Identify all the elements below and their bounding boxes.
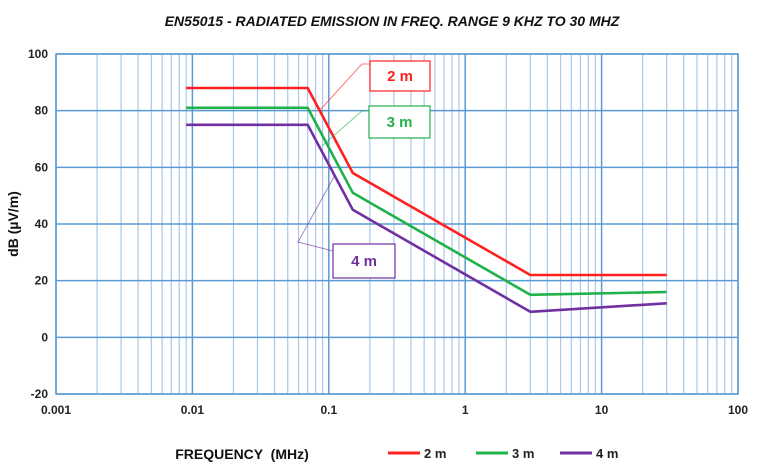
- series-line-3m: [186, 106, 667, 297]
- y-tick-label: 0: [41, 330, 48, 344]
- series-line-2m: [186, 86, 667, 277]
- callout-label: 4 m: [351, 253, 377, 270]
- tick-labels: -20 0 20 40 60 80 100 0.001 0.01 0.1 1 10 100: [28, 47, 748, 417]
- legend-label: 4 m: [596, 446, 618, 461]
- callout-leader: [321, 110, 369, 147]
- series-line-4m: [186, 123, 667, 314]
- grid: [55, 53, 739, 395]
- callout-box: [332, 243, 396, 279]
- y-tick-label: 20: [35, 274, 49, 288]
- series-lines: [186, 86, 667, 314]
- x-tick-label: 1: [462, 403, 469, 417]
- callouts: 2 m 3 m 4 m: [297, 60, 431, 279]
- legend-label: 2 m: [424, 446, 446, 461]
- y-tick-label: 80: [35, 104, 49, 118]
- y-tick-label: 40: [35, 217, 49, 231]
- x-tick-label: 10: [595, 403, 609, 417]
- y-axis-label: dB (µV/m): [5, 191, 21, 257]
- x-axis-label: FREQUENCY (MHz): [175, 446, 309, 462]
- x-tick-label: 100: [728, 403, 748, 417]
- callout-box: [368, 105, 431, 139]
- legend-label: 3 m: [512, 446, 534, 461]
- callout-label: 3 m: [387, 114, 413, 131]
- y-tick-label: 60: [35, 160, 49, 174]
- callout-box: [369, 60, 431, 92]
- chart-title: EN55015 - RADIATED EMISSION IN FREQ. RAN…: [165, 13, 620, 29]
- y-tick-label: 100: [28, 47, 48, 61]
- x-tick-label: 0.01: [181, 403, 205, 417]
- callout-leader: [319, 63, 370, 111]
- x-tick-label: 0.001: [41, 403, 71, 417]
- legend: 2 m 3 m 4 m: [388, 446, 618, 461]
- callout-label: 2 m: [387, 68, 413, 85]
- x-tick-label: 0.1: [320, 403, 337, 417]
- y-tick-label: -20: [31, 387, 49, 401]
- callout-leader: [297, 174, 336, 252]
